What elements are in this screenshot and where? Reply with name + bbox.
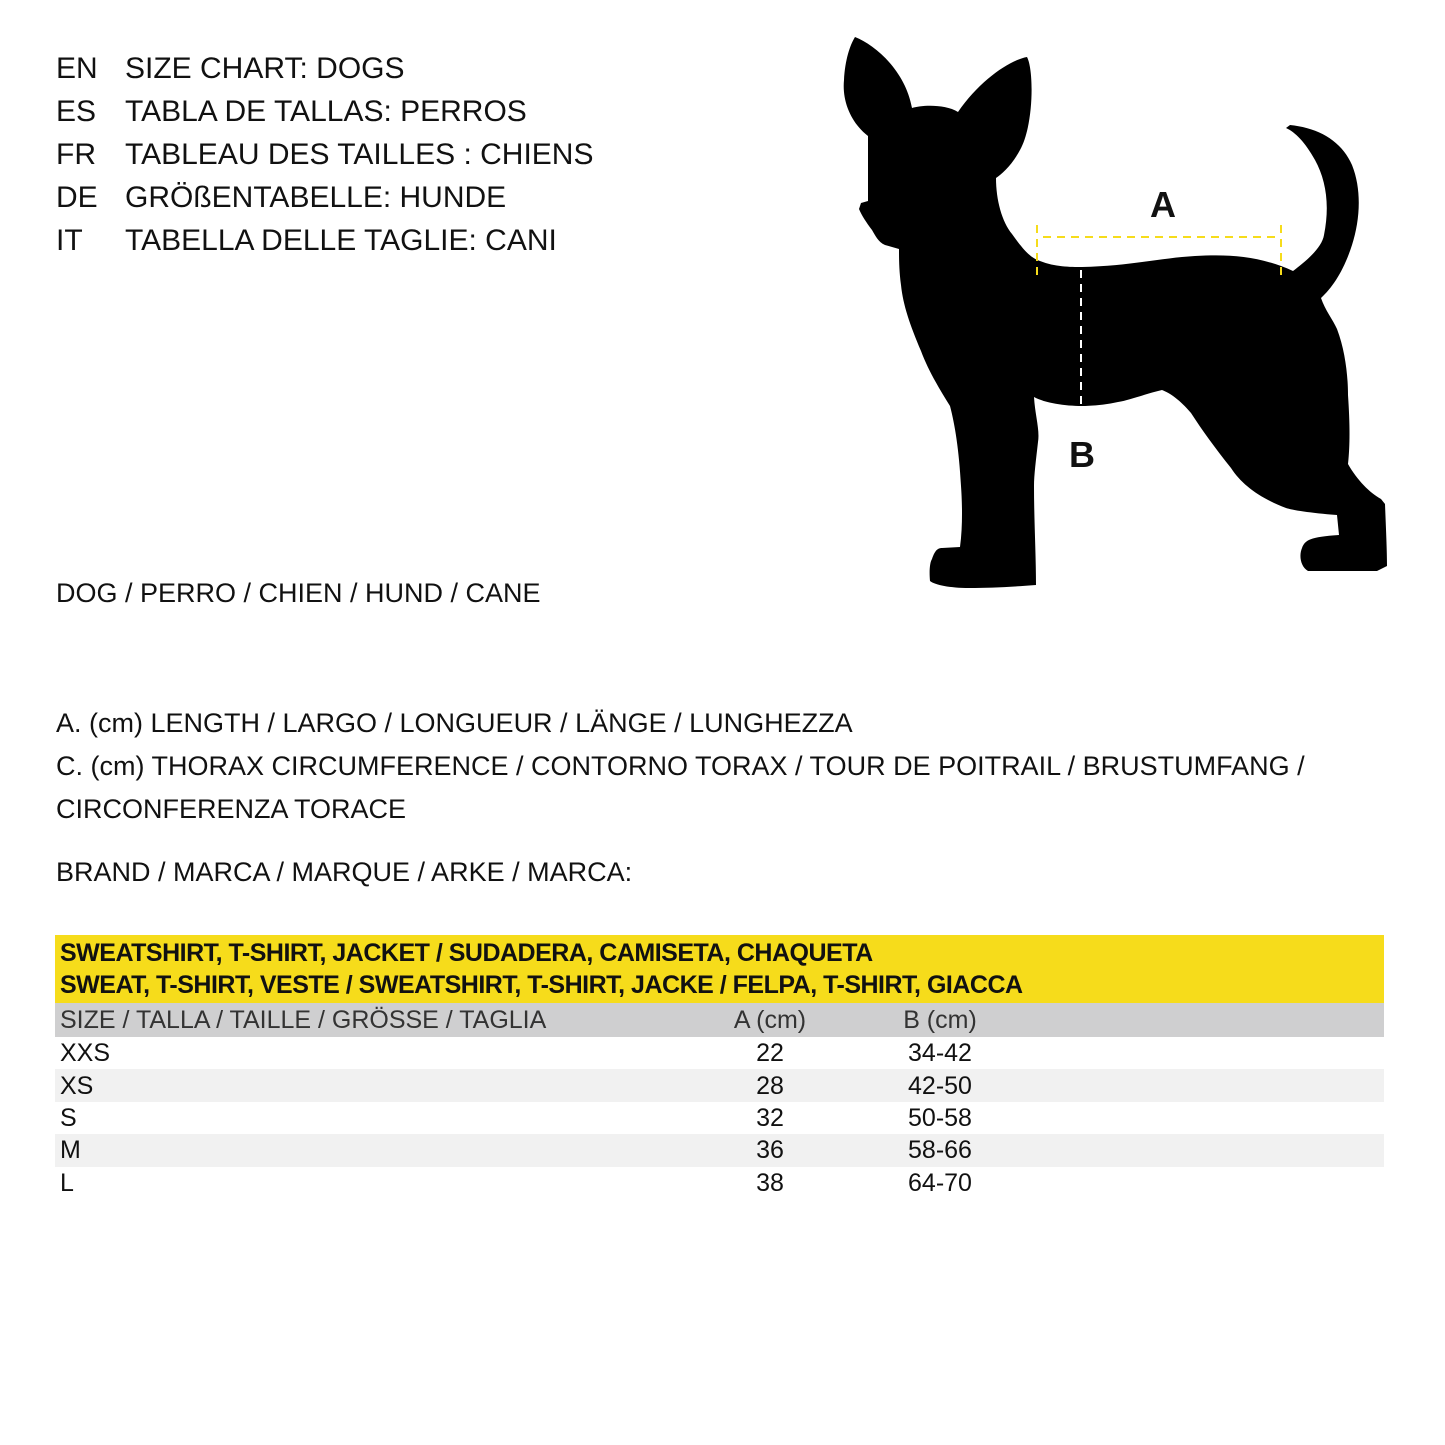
brand-line: BRAND / MARCA / MARQUE / ARKE / MARCA: xyxy=(56,857,633,887)
title-text: SIZE CHART: DOGS xyxy=(125,52,405,85)
b-cell: 50-58 xyxy=(908,1103,972,1132)
a-cell: 32 xyxy=(756,1103,784,1132)
legend-c: C. (cm) THORAX CIRCUMFERENCE / CONTORNO … xyxy=(56,751,1305,824)
title-text: GRÖßENTABELLE: HUNDE xyxy=(125,181,507,214)
lang-code: EN xyxy=(56,52,98,85)
title-text: TABELLA DELLE TAGLIE: CANI xyxy=(125,224,557,257)
header-size: SIZE / TALLA / TAILLE / GRÖSSE / TAGLIA xyxy=(60,1006,547,1034)
table-row: S 32 50-58 xyxy=(55,1102,1384,1134)
a-cell: 22 xyxy=(756,1039,784,1068)
lang-code: DE xyxy=(56,181,98,214)
a-cell: 38 xyxy=(756,1168,784,1197)
b-cell: 58-66 xyxy=(908,1136,972,1165)
dog-silhouette xyxy=(843,37,1387,588)
size-cell: XXS xyxy=(60,1039,111,1068)
header-b: B (cm) xyxy=(903,1006,977,1034)
label-a: A xyxy=(1150,184,1176,225)
size-cell: L xyxy=(60,1168,74,1197)
title-es: ES TABLA DE TALLAS: PERROS xyxy=(56,90,796,133)
dog-silhouette-diagram xyxy=(843,37,1387,588)
b-cell: 34-42 xyxy=(908,1039,972,1068)
table-header: SIZE / TALLA / TAILLE / GRÖSSE / TAGLIA … xyxy=(55,1003,1384,1037)
title-de: DE GRÖßENTABELLE: HUNDE xyxy=(56,176,796,219)
size-cell: XS xyxy=(60,1071,94,1100)
lang-code: FR xyxy=(56,138,96,171)
title-text: TABLEAU DES TAILLES : CHIENS xyxy=(125,138,594,171)
legend-a: A. (cm) LENGTH / LARGO / LONGUEUR / LÄNG… xyxy=(56,708,853,738)
title-fr: FR TABLEAU DES TAILLES : CHIENS xyxy=(56,133,796,176)
garment-line-2: SWEAT, T-SHIRT, VESTE / SWEATSHIRT, T-SH… xyxy=(60,971,1023,999)
table-row: M 36 58-66 xyxy=(55,1134,1384,1167)
b-cell: 42-50 xyxy=(908,1071,972,1100)
title-text: TABLA DE TALLAS: PERROS xyxy=(125,95,527,128)
lang-code: ES xyxy=(56,95,97,128)
title-block: EN SIZE CHART: DOGS ES TABLA DE TALLAS: PE… xyxy=(56,47,796,262)
animal-line: DOG / PERRO / CHIEN / HUND / CANE xyxy=(56,578,541,608)
table-row: L 38 64-70 xyxy=(55,1167,1384,1199)
legend-block: A. (cm) LENGTH / LARGO / LONGUEUR / LÄNG… xyxy=(56,702,1386,894)
b-cell: 64-70 xyxy=(908,1168,972,1197)
garment-line-1: SWEATSHIRT, T-SHIRT, JACKET / SUDADERA, … xyxy=(60,939,873,967)
title-en: EN SIZE CHART: DOGS xyxy=(56,47,796,90)
label-b: B xyxy=(1069,434,1095,475)
lang-code: IT xyxy=(56,224,83,257)
table-row: XS 28 42-50 xyxy=(55,1069,1384,1102)
garment-band: SWEATSHIRT, T-SHIRT, JACKET / SUDADERA, … xyxy=(55,935,1384,1003)
size-cell: S xyxy=(60,1103,77,1132)
a-cell: 36 xyxy=(756,1136,784,1165)
animal-block: DOG / PERRO / CHIEN / HUND / CANE xyxy=(56,572,756,615)
a-cell: 28 xyxy=(756,1071,784,1100)
size-table: SWEATSHIRT, T-SHIRT, JACKET / SUDADERA, … xyxy=(55,935,1384,1199)
header-a: A (cm) xyxy=(733,1006,807,1034)
title-it: IT TABELLA DELLE TAGLIE: CANI xyxy=(56,219,796,262)
table-row: XXS 22 34-42 xyxy=(55,1037,1384,1069)
size-cell: M xyxy=(60,1136,81,1165)
